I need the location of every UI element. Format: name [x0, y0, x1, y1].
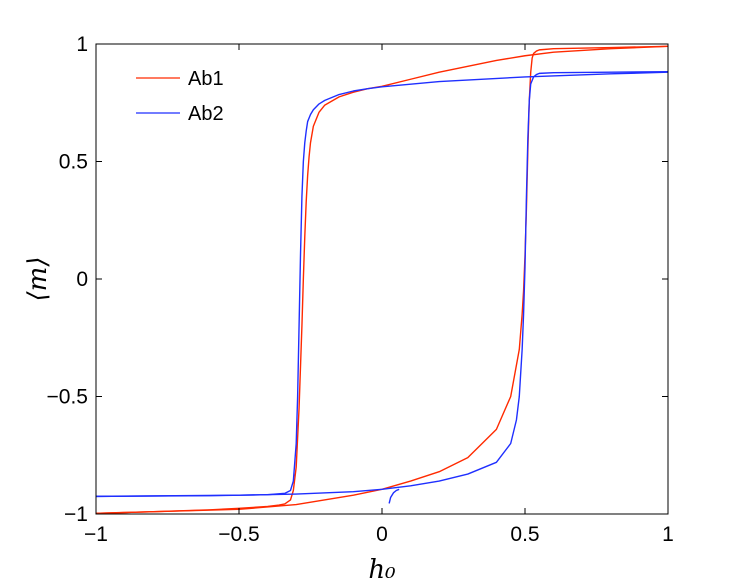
- y-tick-label: 0.5: [59, 151, 88, 174]
- ticks-layer: −1 −0.5 0 0.5 1 −1 −0.5 0 0.5 1: [47, 33, 674, 546]
- legend-label-ab2: Ab2: [188, 103, 224, 125]
- legend-box: [126, 62, 256, 132]
- series-ab2-branch-1: [95, 71, 669, 498]
- lines-layer: [95, 45, 669, 514]
- y-tick-label: 1: [76, 33, 88, 56]
- x-tick-label: −1: [84, 523, 108, 546]
- y-tick-label: 0: [76, 268, 88, 291]
- y-axis-label: ⟨m⟩: [23, 257, 53, 302]
- legend-label-ab1: Ab1: [188, 68, 224, 90]
- series-ab2-branch-0: [95, 71, 669, 498]
- y-tick-label: −1: [64, 503, 88, 526]
- x-tick-label: 0: [376, 523, 388, 546]
- x-tick-label: 0.5: [510, 523, 539, 546]
- y-tick-label: −0.5: [47, 386, 88, 409]
- series-ab2-branch-2: [388, 488, 400, 504]
- x-tick-label: −0.5: [218, 523, 259, 546]
- legend: Ab1 Ab2: [126, 62, 256, 132]
- x-tick-label: 1: [662, 523, 674, 546]
- x-axis-label: h₀: [368, 555, 396, 585]
- series-ab1-branch-0: [95, 45, 669, 514]
